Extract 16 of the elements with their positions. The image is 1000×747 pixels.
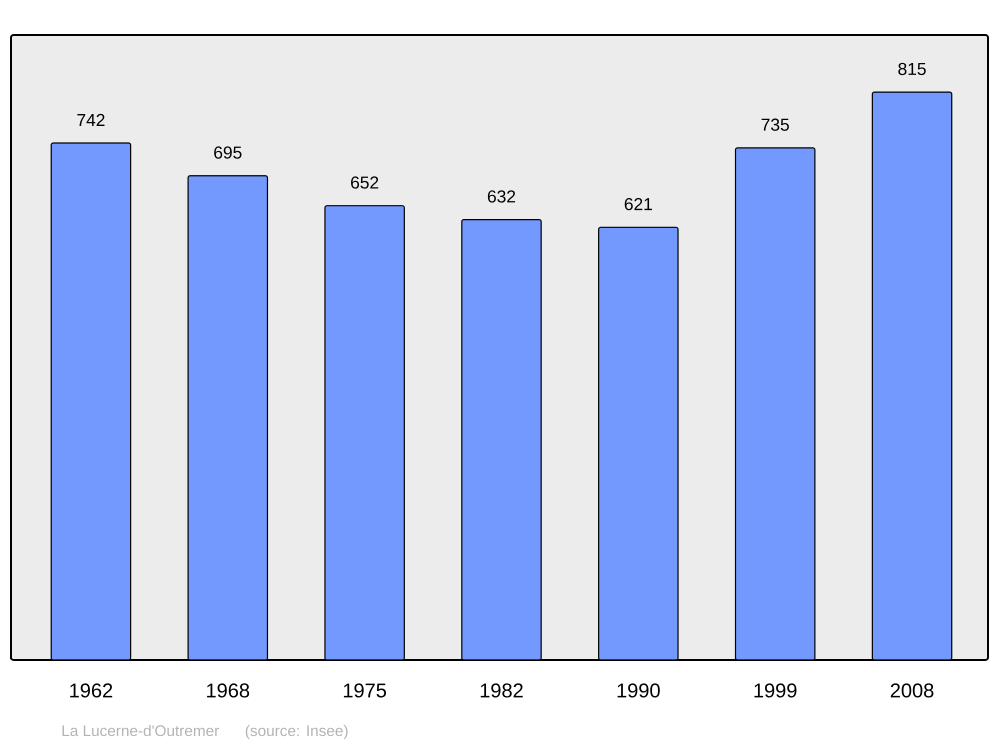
x-tick-label: 1975 bbox=[344, 683, 386, 698]
data-label: 632 bbox=[488, 190, 516, 203]
text: (source: Insee) bbox=[246, 724, 348, 740]
data-label: 652 bbox=[351, 176, 378, 189]
data-label: 621 bbox=[624, 198, 652, 210]
x-tick-label: 2008 bbox=[890, 683, 934, 698]
text: La Lucerne-d'Outremer bbox=[62, 724, 220, 736]
x-tick-label: 1990 bbox=[618, 683, 660, 698]
x-tick-label: 1962 bbox=[70, 683, 112, 698]
data-label: 742 bbox=[77, 114, 104, 126]
data-label: 695 bbox=[214, 146, 242, 159]
x-tick-label: 1982 bbox=[480, 683, 523, 698]
data-label: 815 bbox=[898, 62, 926, 76]
x-tick-label: 1968 bbox=[207, 683, 250, 698]
data-label: 735 bbox=[762, 118, 789, 131]
x-tick-label: 1999 bbox=[754, 683, 796, 698]
